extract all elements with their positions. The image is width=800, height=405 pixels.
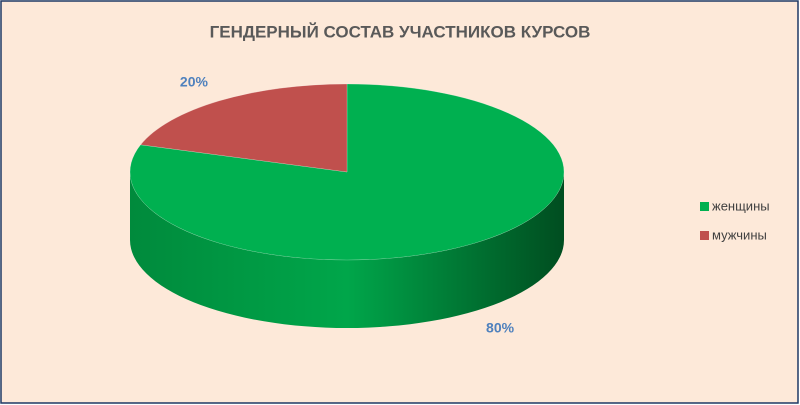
pie-slice <box>129 83 565 261</box>
data-label: 20% <box>180 74 209 90</box>
legend-label: женщины <box>712 198 770 213</box>
pie-side <box>130 172 564 328</box>
legend-marker <box>700 202 709 211</box>
data-label: 80% <box>486 320 515 336</box>
chart-title: ГЕНДЕРНЫЙ СОСТАВ УЧАСТНИКОВ КУРСОВ <box>210 22 591 41</box>
legend-label: мужчины <box>712 227 767 242</box>
legend-marker <box>700 231 709 240</box>
pie-slice <box>140 83 348 173</box>
